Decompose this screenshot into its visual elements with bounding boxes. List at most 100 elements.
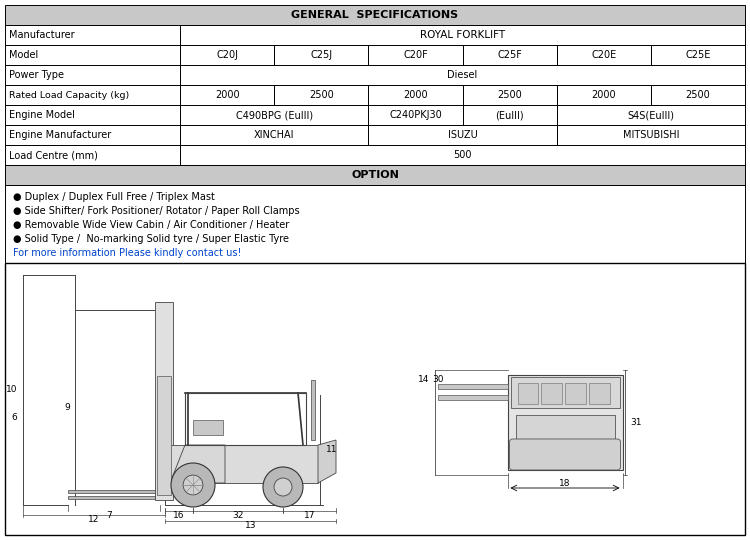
Text: ● Removable Wide View Cabin / Air Conditioner / Heater: ● Removable Wide View Cabin / Air Condit… bbox=[13, 220, 290, 230]
Bar bbox=[5, 85, 180, 105]
Text: 16: 16 bbox=[173, 510, 184, 519]
Text: ● Side Shifter/ Fork Positioner/ Rotator / Paper Roll Clamps: ● Side Shifter/ Fork Positioner/ Rotator… bbox=[13, 206, 299, 216]
Bar bbox=[556, 105, 745, 125]
Text: 12: 12 bbox=[88, 515, 100, 523]
Circle shape bbox=[274, 478, 292, 496]
Circle shape bbox=[183, 475, 203, 495]
Bar bbox=[437, 395, 508, 400]
Bar bbox=[651, 85, 745, 105]
Text: Load Centre (mm): Load Centre (mm) bbox=[9, 150, 98, 160]
Text: C20F: C20F bbox=[403, 50, 427, 60]
Text: 32: 32 bbox=[232, 510, 244, 519]
Bar bbox=[180, 105, 368, 125]
Text: Engine Manufacturer: Engine Manufacturer bbox=[9, 130, 111, 140]
Text: 500: 500 bbox=[453, 150, 472, 160]
Bar bbox=[5, 65, 180, 85]
Text: 14: 14 bbox=[419, 375, 430, 384]
Bar bbox=[518, 383, 538, 404]
Bar bbox=[180, 145, 745, 165]
Bar bbox=[556, 45, 651, 65]
Text: For more information Please kindly contact us!: For more information Please kindly conta… bbox=[13, 248, 242, 258]
Bar bbox=[5, 263, 745, 535]
Bar bbox=[155, 302, 173, 500]
Bar bbox=[556, 85, 651, 105]
Text: 31: 31 bbox=[631, 418, 642, 427]
Polygon shape bbox=[170, 445, 225, 483]
Text: C25J: C25J bbox=[310, 50, 332, 60]
Text: 18: 18 bbox=[560, 480, 571, 489]
Bar bbox=[508, 375, 622, 470]
Bar bbox=[5, 145, 180, 165]
Text: C25F: C25F bbox=[497, 50, 522, 60]
Bar bbox=[180, 45, 274, 65]
Text: 2000: 2000 bbox=[214, 90, 239, 100]
Bar bbox=[368, 105, 463, 125]
Circle shape bbox=[171, 463, 215, 507]
Text: C25E: C25E bbox=[686, 50, 710, 60]
Text: C490BPG (EuIII): C490BPG (EuIII) bbox=[236, 110, 313, 120]
Text: ● Solid Type /  No-marking Solid tyre / Super Elastic Tyre: ● Solid Type / No-marking Solid tyre / S… bbox=[13, 234, 289, 244]
Bar bbox=[180, 125, 368, 145]
Bar bbox=[515, 415, 614, 467]
Bar bbox=[511, 377, 620, 408]
Text: Diesel: Diesel bbox=[447, 70, 478, 80]
Bar bbox=[68, 496, 160, 498]
Bar bbox=[180, 65, 745, 85]
Bar bbox=[170, 445, 318, 483]
Bar bbox=[180, 25, 745, 45]
Text: 6: 6 bbox=[11, 413, 17, 422]
Bar bbox=[5, 105, 180, 125]
Circle shape bbox=[263, 467, 303, 507]
Bar bbox=[180, 85, 274, 105]
Text: MITSUBISHI: MITSUBISHI bbox=[622, 130, 679, 140]
Polygon shape bbox=[318, 440, 336, 483]
Text: 2000: 2000 bbox=[403, 90, 427, 100]
FancyBboxPatch shape bbox=[509, 439, 620, 470]
Text: GENERAL  SPECIFICATIONS: GENERAL SPECIFICATIONS bbox=[292, 10, 458, 20]
Text: ISUZU: ISUZU bbox=[448, 130, 478, 140]
Text: C20J: C20J bbox=[216, 50, 238, 60]
Bar bbox=[311, 380, 315, 440]
Bar bbox=[565, 383, 586, 404]
Bar bbox=[368, 125, 556, 145]
Bar bbox=[5, 263, 745, 535]
Text: 11: 11 bbox=[326, 446, 338, 455]
Bar bbox=[274, 45, 368, 65]
Text: XINCHAI: XINCHAI bbox=[254, 130, 295, 140]
Bar bbox=[5, 125, 180, 145]
Bar bbox=[463, 45, 556, 65]
Bar bbox=[542, 383, 562, 404]
Bar bbox=[589, 383, 610, 404]
Text: 13: 13 bbox=[244, 521, 256, 530]
Bar bbox=[368, 85, 463, 105]
Bar bbox=[5, 25, 180, 45]
Bar bbox=[463, 105, 556, 125]
Bar bbox=[651, 45, 745, 65]
Text: (EuIII): (EuIII) bbox=[495, 110, 524, 120]
Text: ROYAL FORKLIFT: ROYAL FORKLIFT bbox=[420, 30, 505, 40]
Text: 17: 17 bbox=[304, 510, 315, 519]
Bar bbox=[5, 185, 745, 263]
Text: 10: 10 bbox=[5, 386, 17, 395]
Text: ● Duplex / Duplex Full Free / Triplex Mast: ● Duplex / Duplex Full Free / Triplex Ma… bbox=[13, 192, 214, 202]
Bar bbox=[157, 376, 171, 495]
Bar bbox=[5, 45, 180, 65]
Bar bbox=[193, 420, 223, 435]
Text: 7: 7 bbox=[106, 510, 112, 519]
Text: Rated Load Capacity (kg): Rated Load Capacity (kg) bbox=[9, 91, 129, 99]
Text: 9: 9 bbox=[64, 403, 70, 412]
Text: 30: 30 bbox=[432, 375, 443, 384]
Text: 2500: 2500 bbox=[497, 90, 522, 100]
Text: 2500: 2500 bbox=[309, 90, 334, 100]
Bar bbox=[5, 5, 745, 25]
Bar bbox=[274, 85, 368, 105]
Text: C20E: C20E bbox=[591, 50, 616, 60]
Text: 2000: 2000 bbox=[592, 90, 616, 100]
Bar bbox=[368, 45, 463, 65]
Text: Engine Model: Engine Model bbox=[9, 110, 75, 120]
Text: Power Type: Power Type bbox=[9, 70, 64, 80]
Bar bbox=[556, 125, 745, 145]
Text: Model: Model bbox=[9, 50, 38, 60]
Bar bbox=[5, 165, 745, 185]
Text: C240PKJ30: C240PKJ30 bbox=[389, 110, 442, 120]
